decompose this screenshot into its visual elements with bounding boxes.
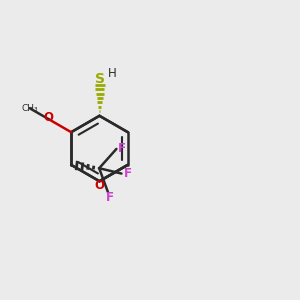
Text: F: F — [118, 142, 126, 155]
Text: F: F — [106, 191, 114, 204]
Text: F: F — [123, 167, 131, 180]
Text: H: H — [108, 68, 117, 80]
Text: S: S — [95, 72, 105, 86]
Text: CH₃: CH₃ — [21, 103, 38, 112]
Text: O: O — [95, 179, 105, 192]
Text: O: O — [44, 111, 53, 124]
